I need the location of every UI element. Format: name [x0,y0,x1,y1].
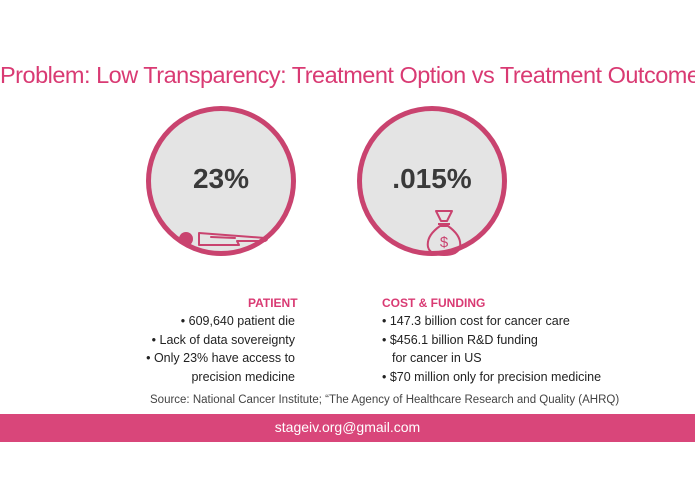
lying-person-icon [179,232,268,246]
cost-stat-circle: .015% $ [357,106,507,256]
list-item: • Lack of data sovereignty [151,332,295,347]
list-item: for cancer in US [392,351,482,365]
list-item: • 147.3 billion cost for cancer care [382,314,570,328]
money-bag-icon: $ [426,210,462,256]
list-item: • $456.1 billion R&D funding [382,332,538,347]
patient-heading: PATIENT [248,296,298,310]
footer-bar: stageiv.org@gmail.com [0,414,695,442]
patient-bullet-list: • 609,640 patient die • Lack of data sov… [146,312,295,386]
page-title: Problem: Low Transparency: Treatment Opt… [0,62,695,88]
source-citation: Source: National Cancer Institute; “The … [150,394,620,406]
cost-bullet-list: • 147.3 billion cost for cancer care • $… [382,312,601,386]
contact-email: stageiv.org@gmail.com [274,419,421,435]
cost-heading: COST & FUNDING [382,296,486,310]
patient-stat-circle: 23% [146,106,296,256]
list-item: • $70 million only for precision medicin… [382,369,602,384]
patient-stat-value: 23% [192,163,250,194]
cost-stat-value: .015% [392,163,472,194]
list-item: • Only 23% have access to [146,351,295,365]
list-item: • 609,640 patient die [180,314,295,328]
list-item: precision medicine [191,369,295,384]
svg-text:$: $ [440,234,449,251]
